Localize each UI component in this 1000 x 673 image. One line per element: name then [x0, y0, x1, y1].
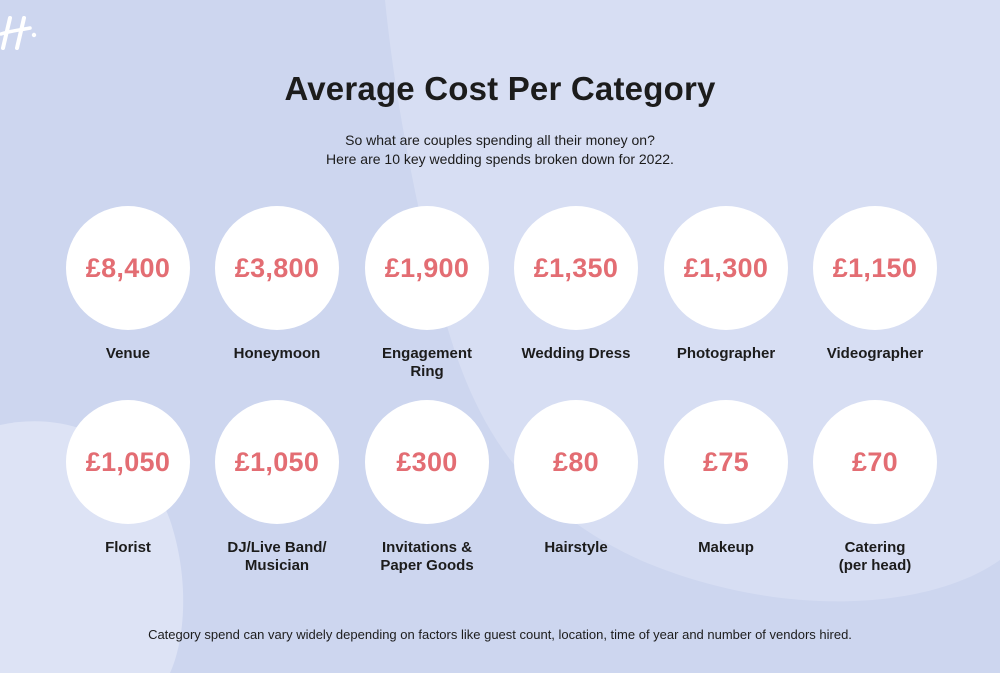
category-card: £70 Catering (per head) [810, 400, 940, 575]
category-card: £8,400 Venue [63, 206, 193, 363]
category-amount: £1,350 [533, 252, 619, 283]
category-amount: £8,400 [85, 252, 171, 283]
category-label-line: Honeymoon [233, 345, 321, 362]
amount-circle: £1,050 [66, 400, 190, 524]
amount-circle: £1,050 [215, 400, 339, 524]
brand-h-logo-icon [0, 16, 37, 50]
category-label-line: Florist [105, 539, 151, 556]
category-card: £300 Invitations & Paper Goods [362, 400, 492, 575]
category-label-line: Wedding Dress [521, 345, 631, 362]
amount-circle: £80 [514, 400, 638, 524]
footer-note: Category spend can vary widely depending… [148, 627, 852, 642]
category-card: £1,150 Videographer [810, 206, 940, 363]
category-label-line: Hairstyle [544, 539, 608, 556]
amount-circle: £1,150 [813, 206, 937, 330]
category-label: Engagement Ring [362, 345, 492, 381]
amount-circle: £1,350 [514, 206, 638, 330]
category-label: Wedding Dress [511, 345, 641, 363]
category-amount: £80 [553, 446, 599, 477]
page-title: Average Cost Per Category [284, 70, 716, 107]
category-amount: £300 [396, 446, 458, 477]
category-label-line: (per head) [838, 557, 912, 574]
category-amount: £1,050 [85, 446, 171, 477]
category-label-line: Musician [244, 557, 310, 574]
category-label-line: Engagement [381, 345, 472, 362]
category-label: Videographer [810, 345, 940, 363]
amount-circle: £300 [365, 400, 489, 524]
category-label: Venue [63, 345, 193, 363]
category-label: Invitations & Paper Goods [362, 539, 492, 575]
category-label-line: Invitations & [381, 539, 472, 556]
category-label-line: Paper Goods [380, 557, 474, 574]
category-label-line: Catering [844, 539, 906, 556]
category-label: Hairstyle [511, 539, 641, 557]
category-amount: £1,300 [683, 252, 769, 283]
category-amount: £1,900 [384, 252, 470, 283]
category-label: DJ/Live Band/Musician [212, 539, 342, 575]
category-card: £1,300 Photographer [661, 206, 791, 363]
category-card: £1,050 DJ/Live Band/Musician [212, 400, 342, 575]
category-card: £1,350 Wedding Dress [511, 206, 641, 363]
category-label-line: DJ/Live Band/ [227, 539, 327, 556]
category-amount: £75 [703, 446, 749, 477]
category-label-line: Venue [105, 345, 151, 362]
amount-circle: £8,400 [66, 206, 190, 330]
category-card: £80 Hairstyle [511, 400, 641, 557]
category-label-line: Ring [410, 363, 444, 380]
category-card: £3,800 Honeymoon [212, 206, 342, 363]
category-label: Catering (per head) [810, 539, 940, 575]
subtitle-line-1: So what are couples spending all their m… [345, 132, 655, 148]
category-amount: £3,800 [234, 252, 320, 283]
category-card: £1,900 Engagement Ring [362, 206, 492, 381]
page-subtitle: So what are couples spending all their m… [0, 131, 1000, 169]
category-label-line: Videographer [826, 345, 924, 362]
category-label: Honeymoon [212, 345, 342, 363]
category-amount: £1,150 [832, 252, 918, 283]
amount-circle: £3,800 [215, 206, 339, 330]
amount-circle: £1,300 [664, 206, 788, 330]
category-label: Photographer [661, 345, 791, 363]
amount-circle: £70 [813, 400, 937, 524]
category-amount: £70 [852, 446, 898, 477]
category-label: Makeup [661, 539, 791, 557]
subtitle-line-2: Here are 10 key wedding spends broken do… [326, 151, 674, 167]
category-card: £75 Makeup [661, 400, 791, 557]
category-card: £1,050 Florist [63, 400, 193, 557]
amount-circle: £75 [664, 400, 788, 524]
category-amount: £1,050 [234, 446, 320, 477]
category-label-line: Photographer [676, 345, 776, 362]
category-label-line: Makeup [698, 539, 754, 556]
amount-circle: £1,900 [365, 206, 489, 330]
category-label: Florist [63, 539, 193, 557]
